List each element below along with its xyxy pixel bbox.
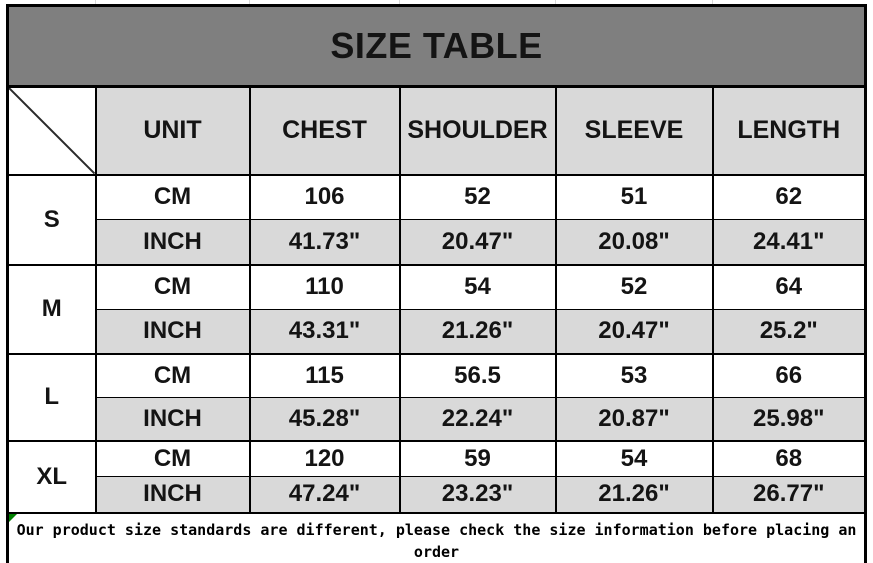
size-label-m: M: [6, 263, 97, 355]
value-cell: 22.24": [398, 397, 557, 442]
table-row-l-inch: INCH 45.28" 22.24" 20.87" 25.98": [8, 397, 867, 442]
value-cell: 45.28": [248, 397, 401, 442]
value-cell: 25.98": [711, 397, 867, 442]
table-row-l-cm: L CM 115 56.5 53 66: [6, 352, 867, 442]
value-cell: 20.47": [398, 219, 557, 266]
header-row: UNIT CHEST SHOULDER SLEEVE LENGTH: [6, 85, 867, 176]
unit-cell: CM: [94, 173, 251, 220]
value-cell: 41.73": [248, 219, 401, 266]
unit-cell: CM: [94, 263, 251, 310]
gridline-stub: [555, 0, 556, 4]
unit-cell: CM: [94, 439, 251, 477]
footer-row: Our product size standards are different…: [6, 511, 867, 563]
value-cell: 23.23": [398, 476, 557, 514]
footer-note: Our product size standards are different…: [16, 520, 857, 561]
value-cell: 106: [248, 173, 401, 220]
title-row: SIZE TABLE: [6, 4, 867, 88]
diagonal-line-icon: [9, 88, 95, 174]
value-cell: 59: [398, 439, 557, 477]
value-cell: 20.87": [554, 397, 714, 442]
gridline-stub: [399, 0, 400, 4]
value-cell: 21.26": [554, 476, 714, 514]
table-row-m-inch: INCH 43.31" 21.26" 20.47" 25.2": [8, 309, 867, 355]
value-cell: 47.24": [248, 476, 401, 514]
value-cell: 54: [554, 439, 714, 477]
value-cell: 66: [711, 352, 867, 398]
unit-cell: INCH: [94, 219, 251, 266]
column-header-length: LENGTH: [711, 85, 867, 176]
unit-cell: INCH: [94, 309, 251, 355]
table-row-xl-inch: INCH 47.24" 23.23" 21.26" 26.77": [8, 476, 867, 514]
column-header-unit: UNIT: [94, 85, 251, 176]
value-cell: 26.77": [711, 476, 867, 514]
value-cell: 25.2": [711, 309, 867, 355]
value-cell: 62: [711, 173, 867, 220]
value-cell: 56.5: [398, 352, 557, 398]
page-title: SIZE TABLE: [6, 4, 867, 88]
column-header-chest: CHEST: [248, 85, 401, 176]
size-label-s: S: [6, 173, 97, 266]
value-cell: 24.41": [711, 219, 867, 266]
value-cell: 51: [554, 173, 714, 220]
value-cell: 115: [248, 352, 401, 398]
value-cell: 43.31": [248, 309, 401, 355]
table-row-s-inch: INCH 41.73" 20.47" 20.08" 24.41": [8, 219, 867, 266]
value-cell: 54: [398, 263, 557, 310]
column-header-shoulder: SHOULDER: [398, 85, 557, 176]
column-header-sleeve: SLEEVE: [554, 85, 714, 176]
value-cell: 53: [554, 352, 714, 398]
table-row-xl-cm: XL CM 120 59 54 68: [6, 439, 867, 514]
unit-cell: INCH: [94, 397, 251, 442]
unit-cell: INCH: [94, 476, 251, 514]
gridline-stub: [712, 0, 713, 4]
gridline-stub: [249, 0, 250, 4]
value-cell: 52: [398, 173, 557, 220]
value-cell: 52: [554, 263, 714, 310]
size-table: SIZE TABLE UNIT CHEST SHOULDER SLEEVE LE…: [6, 4, 867, 563]
size-label-xl: XL: [6, 439, 97, 514]
value-cell: 120: [248, 439, 401, 477]
table-row-s-cm: S CM 106 52 51 62: [6, 173, 867, 266]
gridline-stub: [95, 0, 96, 4]
value-cell: 21.26": [398, 309, 557, 355]
size-label-l: L: [6, 352, 97, 442]
value-cell: 20.47": [554, 309, 714, 355]
unit-cell: CM: [94, 352, 251, 398]
value-cell: 110: [248, 263, 401, 310]
value-cell: 20.08": [554, 219, 714, 266]
value-cell: 64: [711, 263, 867, 310]
table-row-m-cm: M CM 110 54 52 64: [6, 263, 867, 355]
footer-cell: Our product size standards are different…: [6, 511, 867, 563]
cell-corner-triangle-icon: [9, 514, 17, 522]
value-cell: 68: [711, 439, 867, 477]
corner-cell: [6, 85, 97, 176]
